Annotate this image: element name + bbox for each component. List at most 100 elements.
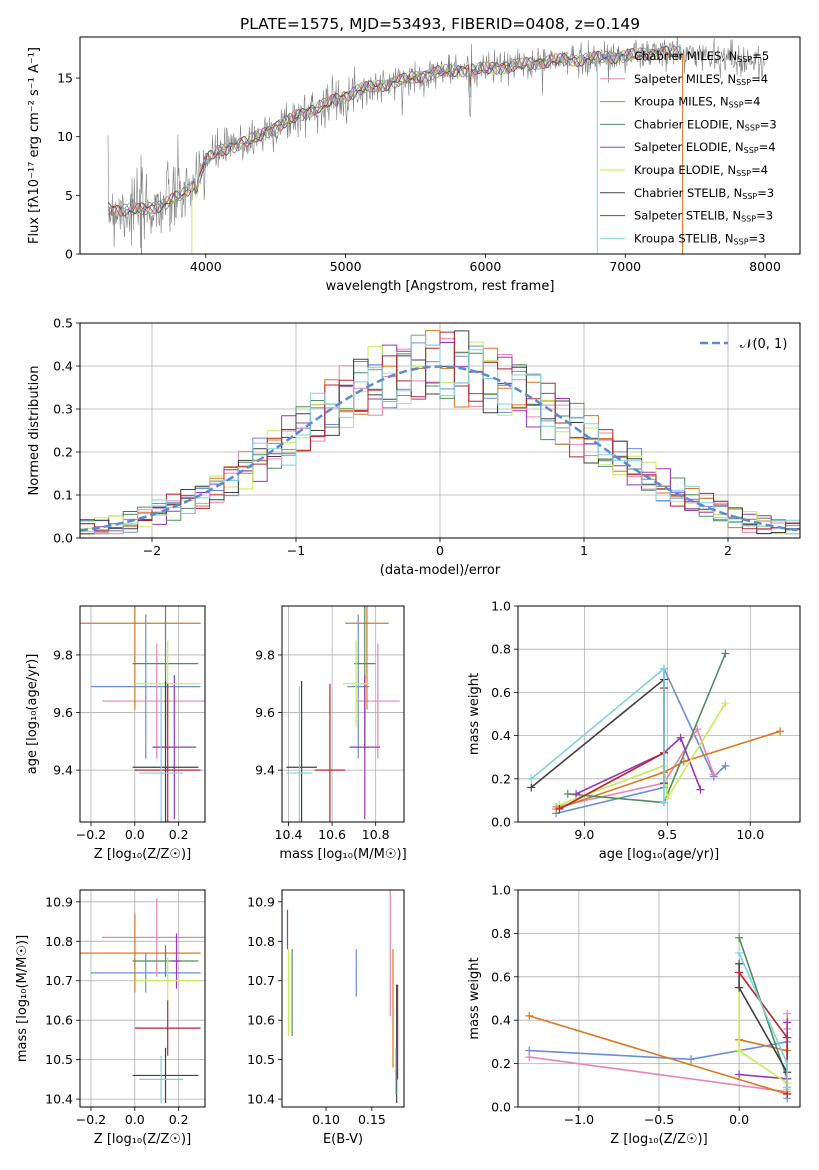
axes-frame [281,889,405,1108]
y-tick-label: 1.0 [491,599,511,614]
legend-subscript: SSP [742,192,757,201]
x-tick-label: 0.0 [729,1112,749,1127]
panel-weight-vs-Z: −1.0 −0.5 0.0 0.0 0.2 0.4 0.6 0.8 1.0 Z [log₁₀(Z/… [467,883,801,1147]
legend-subscript: SSP [745,123,760,132]
y-tick-label: 5 [65,188,73,203]
weight-series-line [556,727,715,808]
y-tick-label: 10.7 [247,973,275,988]
weight-marker [676,733,685,742]
y-axis-label: age [log₁₀(age/yr)] [25,654,40,775]
weight-marker [659,664,668,673]
x-tick-label: 7000 [609,259,641,274]
legend-entry: Kroupa MILES, NSSP=4 [634,95,760,110]
weight-marker [525,1011,534,1020]
y-axis-label: Normed distribution [27,366,42,496]
legend-subscript: SSP [729,101,744,110]
y-tick-label: 9.4 [53,763,73,778]
y-tick-label: 0.4 [491,728,511,743]
panel-age-vs-mass: 10.4 10.6 10.8 9.4 9.6 9.8 mass [log₁₀(M/M☉)] [255,605,407,862]
legend-entry: Salpeter STELIB, NSSP=3 [634,209,773,224]
x-tick-label: 2 [724,543,732,558]
y-tick-label: 0.1 [53,488,73,503]
y-tick-label: 0.4 [491,1013,511,1028]
legend-tail: =4 [744,95,761,109]
axes-frame [79,36,801,255]
y-tick-label: 0.6 [491,969,511,984]
weight-marker [783,1009,792,1018]
x-axis-label: age [log₁₀(age/yr)] [599,847,720,862]
x-axis-label: Z [log₁₀(Z/Z☉)] [610,1132,707,1147]
y-tick-label: 10.7 [45,973,73,988]
y-tick-label: 10.5 [247,1052,275,1067]
y-tick-label: 10.6 [247,1013,275,1028]
y-tick-label: 10.9 [247,894,275,909]
y-tick-label: 0.8 [491,926,511,941]
y-tick-label: 15 [57,71,73,86]
y-tick-label: 10.6 [45,1013,73,1028]
y-tick-label: 0.0 [53,531,73,546]
weight-series-line [575,736,702,795]
weight-marker [721,649,730,658]
legend-tail: =4 [751,163,768,177]
x-tick-label: −0.2 [76,827,106,842]
plot-area-age-vs-Z [80,606,205,822]
legend-subscript: SSP [737,55,752,64]
weight-marker [696,785,705,794]
x-tick-label: 5000 [330,259,362,274]
legend-entry: Chabrier MILES, NSSP=5 [634,49,769,64]
legend-tail: =3 [756,209,773,223]
legend-subscript: SSP [734,237,749,246]
legend-entry: Kroupa ELODIE, NSSP=4 [634,163,768,178]
weight-marker [659,798,668,807]
weight-marker [527,774,536,783]
legend-entry: Kroupa STELIB, NSSP=3 [634,231,765,246]
y-tick-label: 10.4 [247,1092,275,1107]
legend-entry: Chabrier STELIB, NSSP=3 [634,186,774,201]
model-spectrum-line [107,45,682,217]
weight-series-line [555,730,781,810]
x-tick-label: −1.0 [564,1112,594,1127]
plot-area-weight-vs-age [527,649,785,818]
weight-series-line [528,1015,788,1096]
weight-marker [776,727,785,736]
legend-tail: =4 [751,72,768,86]
model-spectrum-line [107,46,682,217]
weight-marker [721,761,730,770]
legend-tail: =3 [749,231,766,245]
plot-area-mass-vs-Z [80,897,205,1104]
axes-frame [79,889,206,1108]
legend-subscript: SSP [736,78,751,87]
weight-marker [735,933,744,942]
panel-spectrum: 4000 5000 6000 7000 8000 0 5 10 15 wavelength [An… [27,36,801,294]
x-tick-label: 0.0 [125,827,145,842]
panel-histogram: −2 −1 0 1 2 0.0 0.1 0.2 0.3 0.4 0.5 (data-model)/er… [27,316,801,578]
y-tick-label: 10.4 [45,1092,73,1107]
weight-marker [527,783,536,792]
y-axis-label: mass weight [467,957,482,1039]
y-tick-label: 9.8 [53,647,73,662]
weight-marker [721,699,730,708]
weight-marker [555,805,564,814]
panel-mass-vs-EBV: 0.10 0.15 10.4 10.5 10.6 10.7 10.8 10.9 E(B-V) [247,889,405,1147]
weight-marker [783,1083,792,1092]
weight-marker [735,948,744,957]
weight-series-line [738,937,788,1088]
y-tick-label: 0.0 [491,815,511,830]
legend-tail: =3 [757,186,774,200]
y-tick-label: 0.2 [491,1056,511,1071]
x-tick-label: 9.5 [657,827,677,842]
y-tick-label: 0.8 [491,642,511,657]
plot-area-histogram [80,330,800,535]
panel-mass-vs-Z: −0.2 0.0 0.2 10.4 10.5 10.6 10.7 10.8 10.9 Z [log… [15,889,206,1147]
weight-marker [735,1070,744,1079]
model-spectrum-line [107,46,682,216]
x-tick-label: −0.2 [76,1112,106,1127]
y-tick-label: 0.2 [491,771,511,786]
y-tick-label: 0 [65,247,73,262]
x-tick-label: 10.0 [736,827,764,842]
x-tick-label: 0.0 [125,1112,145,1127]
model-spectrum-line [107,45,682,217]
figure-title: PLATE=1575, MJD=53493, FIBERID=0408, z=0… [240,15,640,33]
model-spectrum-line [107,45,682,217]
